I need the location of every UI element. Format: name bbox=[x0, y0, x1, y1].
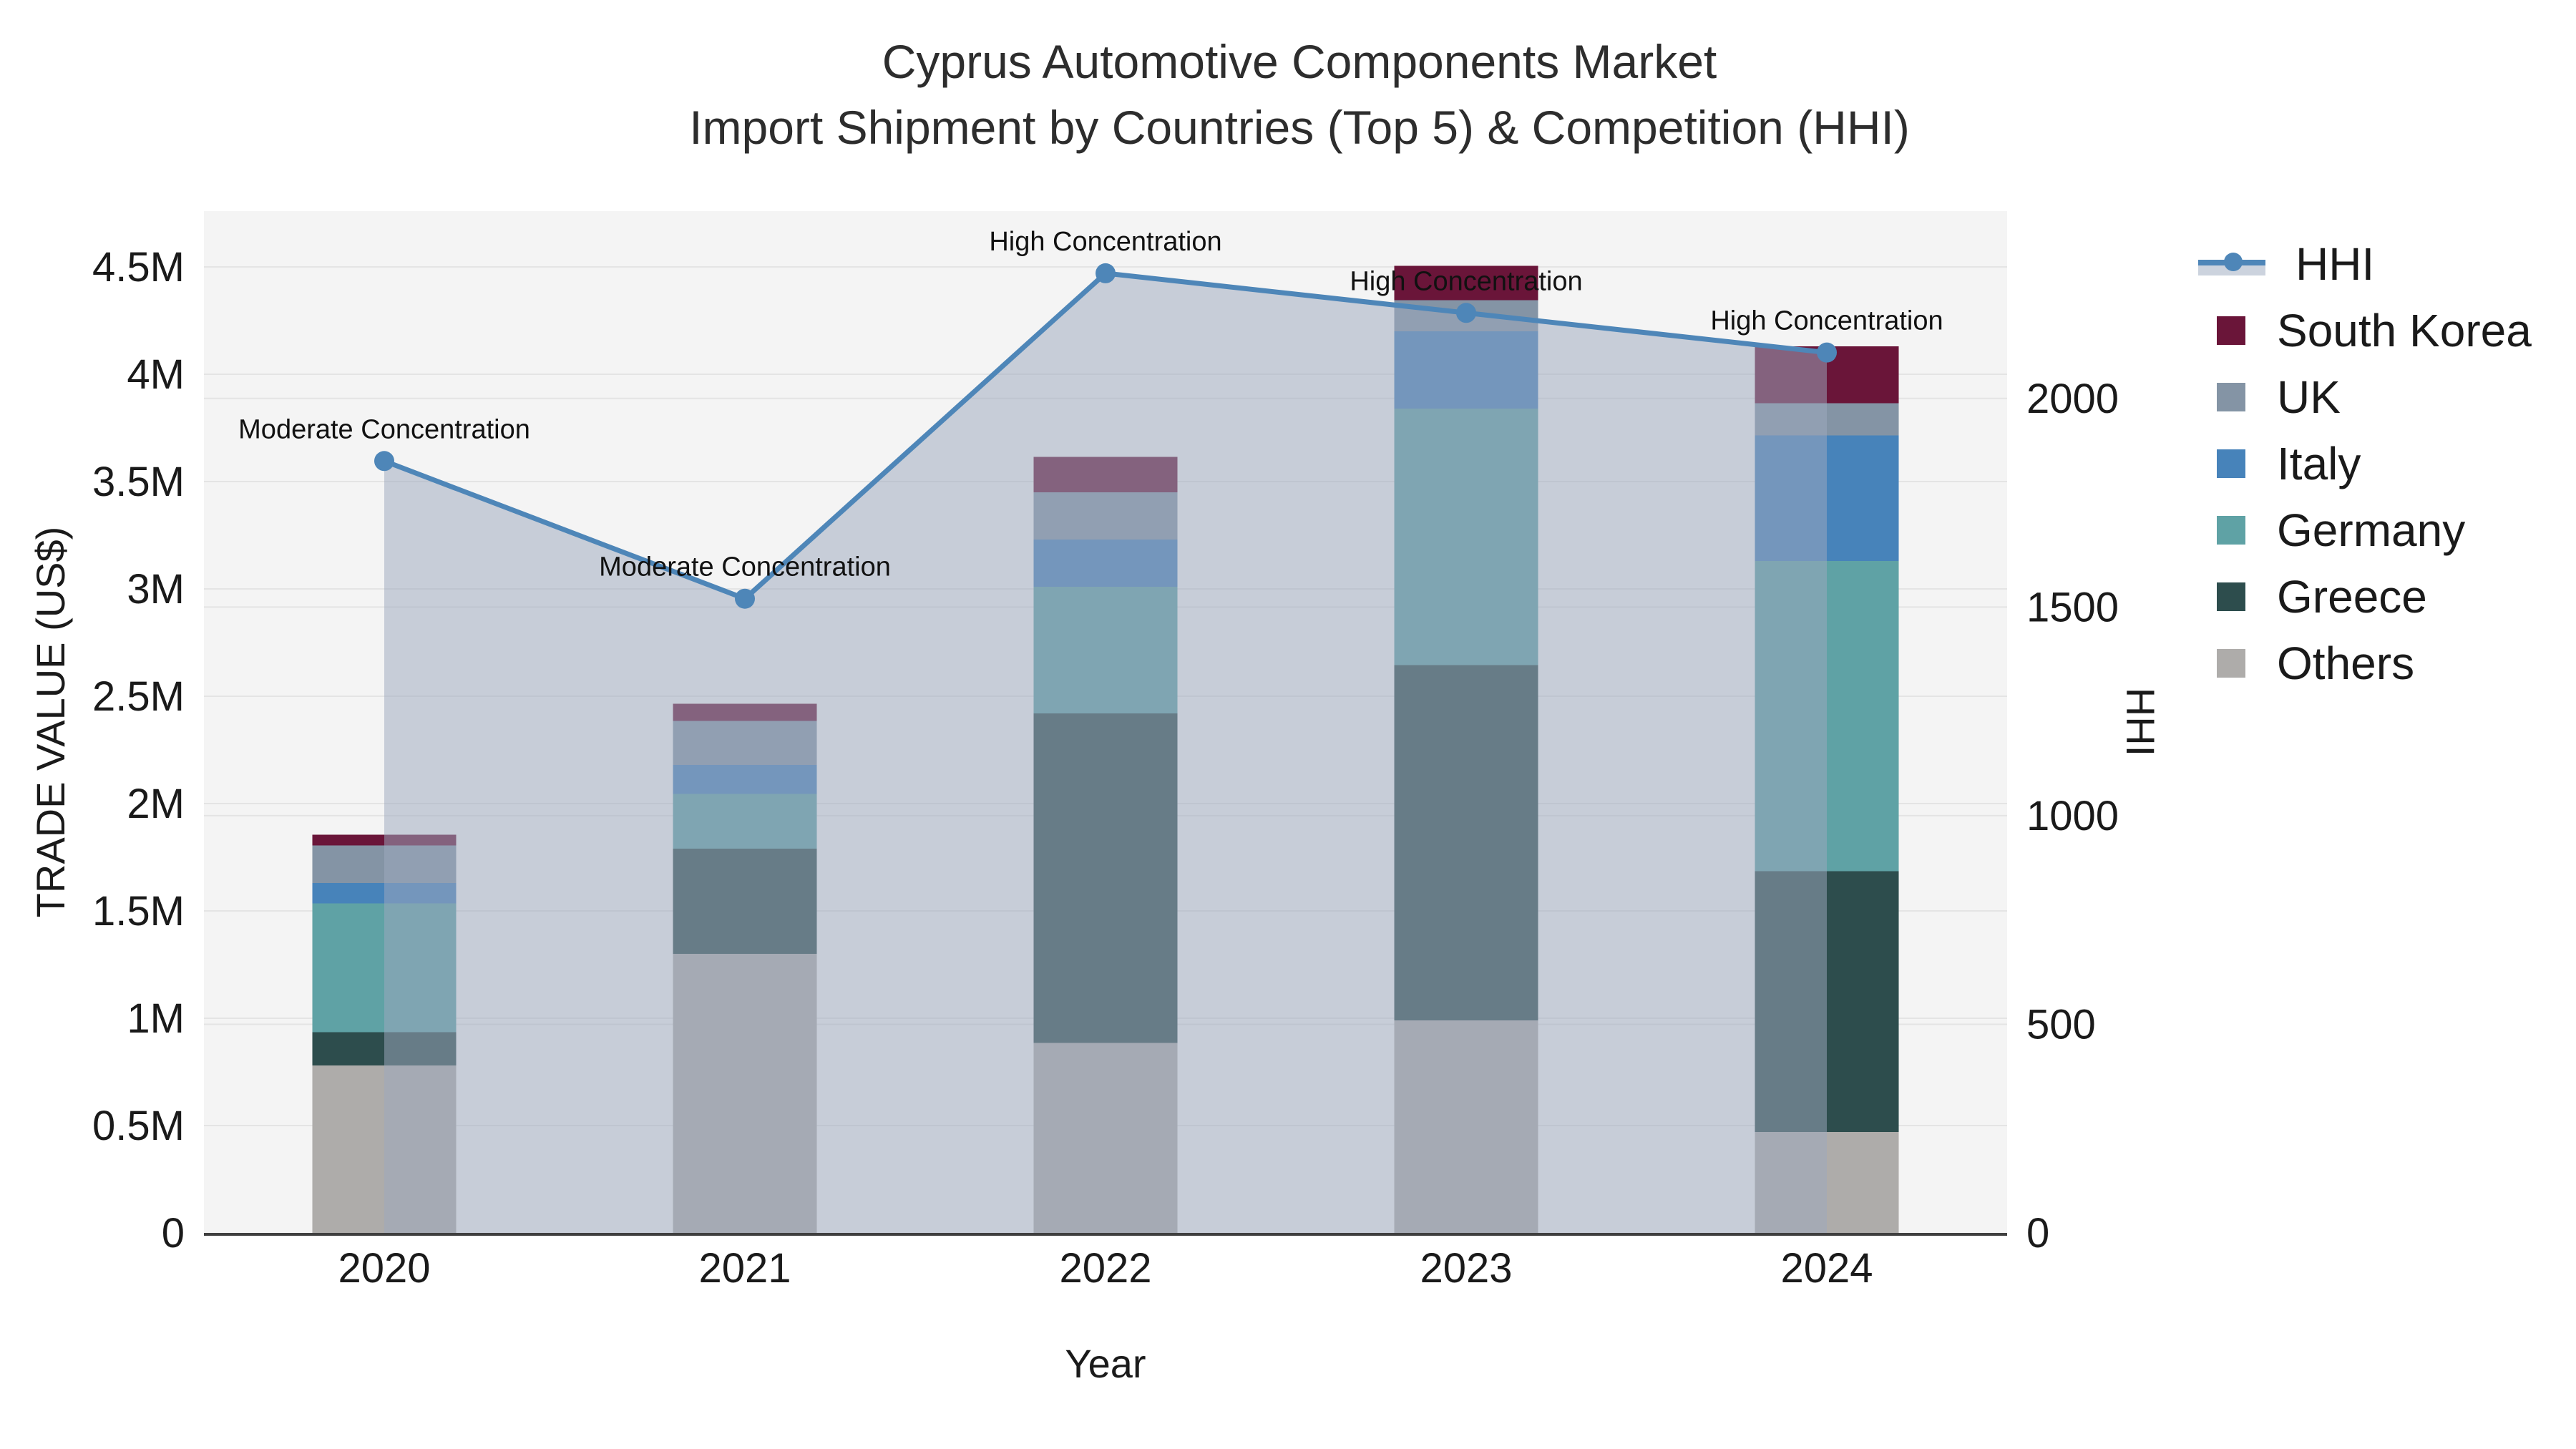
legend-swatch-icon bbox=[2217, 515, 2245, 545]
y-left-tick-label: 2M bbox=[127, 781, 185, 827]
legend-swatch-icon bbox=[2217, 382, 2245, 411]
legend-label: Others bbox=[2277, 637, 2415, 689]
chart-title-line1: Cyprus Automotive Components Market bbox=[882, 35, 1717, 88]
hhi-area-fill bbox=[384, 273, 1827, 1234]
legend-label: Germany bbox=[2277, 504, 2466, 556]
hhi-marker-2022[interactable] bbox=[1096, 263, 1116, 283]
legend-label: South Korea bbox=[2277, 304, 2532, 356]
annotation-2021: Moderate Concentration bbox=[599, 552, 891, 582]
y-left-tick-label: 1M bbox=[127, 995, 185, 1042]
y-right-tick-label: 0 bbox=[2026, 1210, 2049, 1257]
x-tick-label-2022: 2022 bbox=[1059, 1245, 1151, 1292]
chart-title: Cyprus Automotive Components Market Impo… bbox=[11, 29, 2576, 160]
hhi-marker-2023[interactable] bbox=[1456, 303, 1476, 323]
legend-item-hhi[interactable]: HHI bbox=[2198, 230, 2532, 297]
legend-label: Greece bbox=[2277, 570, 2427, 623]
x-tick-label-2023: 2023 bbox=[1420, 1245, 1512, 1292]
legend-swatch-icon bbox=[2217, 582, 2245, 611]
x-tick-label-2021: 2021 bbox=[698, 1245, 791, 1292]
legend-item-uk[interactable]: UK bbox=[2198, 364, 2532, 430]
legend-swatch-icon bbox=[2217, 316, 2245, 345]
legend-item-italy[interactable]: Italy bbox=[2198, 430, 2532, 497]
y-right-tick-label: 1000 bbox=[2026, 793, 2119, 839]
hhi-marker-2024[interactable] bbox=[1817, 342, 1837, 363]
bar-segment-south-korea[interactable] bbox=[1394, 265, 1538, 301]
y-right-tick-label: 2000 bbox=[2026, 376, 2119, 422]
y-left-tick-label: 0.5M bbox=[92, 1103, 185, 1149]
annotation-2023: High Concentration bbox=[1350, 266, 1582, 296]
y-left-tick-label: 4.5M bbox=[92, 244, 185, 291]
y-right-axis-title: HHI bbox=[2118, 688, 2163, 756]
legend-label: Italy bbox=[2277, 437, 2361, 489]
y-left-tick-label: 4M bbox=[127, 351, 185, 398]
chart-title-line2: Import Shipment by Countries (Top 5) & C… bbox=[689, 101, 1910, 154]
legend-item-south-korea[interactable]: South Korea bbox=[2198, 297, 2532, 364]
hhi-marker-2021[interactable] bbox=[735, 588, 755, 609]
x-tick-label-2024: 2024 bbox=[1780, 1245, 1873, 1292]
legend-item-germany[interactable]: Germany bbox=[2198, 497, 2532, 563]
y-right-tick-label: 1500 bbox=[2026, 584, 2119, 630]
x-axis-title: Year bbox=[1065, 1341, 1146, 1386]
annotation-2024: High Concentration bbox=[1710, 306, 1943, 336]
legend: HHI South Korea UK Italy Germany Greece Others bbox=[2198, 230, 2532, 696]
annotation-2020: Moderate Concentration bbox=[238, 414, 530, 444]
y-left-tick-label: 0 bbox=[162, 1210, 185, 1257]
legend-swatch-icon bbox=[2217, 449, 2245, 478]
y-left-tick-label: 2.5M bbox=[92, 673, 185, 720]
hhi-line-swatch-icon bbox=[2198, 250, 2265, 278]
y-left-tick-label: 1.5M bbox=[92, 888, 185, 935]
hhi-marker-dot-icon bbox=[2224, 252, 2243, 271]
y-left-tick-label: 3M bbox=[127, 566, 185, 613]
y-right-tick-label: 500 bbox=[2026, 1001, 2096, 1048]
annotation-2022: High Concentration bbox=[989, 227, 1221, 257]
y-left-axis-title: TRADE VALUE (US$) bbox=[28, 527, 73, 918]
hhi-marker-2020[interactable] bbox=[374, 451, 394, 472]
legend-label: HHI bbox=[2296, 238, 2375, 290]
legend-item-others[interactable]: Others bbox=[2198, 630, 2532, 696]
y-left-tick-label: 3.5M bbox=[92, 459, 185, 505]
legend-swatch-icon bbox=[2217, 648, 2245, 678]
legend-label: UK bbox=[2277, 371, 2341, 423]
x-tick-label-2020: 2020 bbox=[338, 1245, 430, 1292]
legend-item-greece[interactable]: Greece bbox=[2198, 563, 2532, 630]
